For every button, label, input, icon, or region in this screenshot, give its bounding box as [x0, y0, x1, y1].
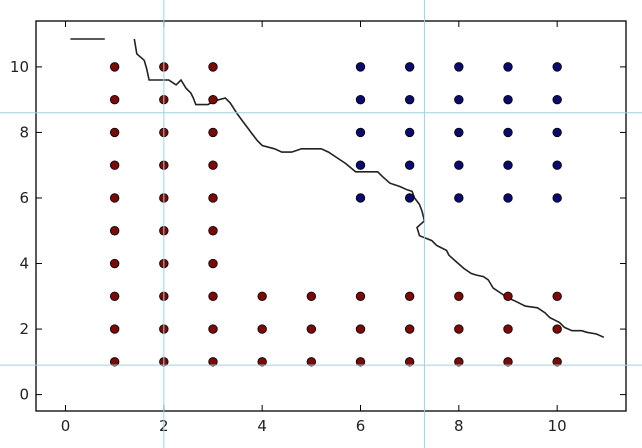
blue-point — [454, 62, 464, 72]
red-point — [109, 291, 120, 301]
x-tick-label: 10 — [548, 417, 567, 435]
blue-point — [454, 127, 464, 138]
blue-point — [355, 160, 366, 170]
red-point — [454, 357, 464, 367]
blue-point — [454, 94, 464, 105]
y-tick-label: 4 — [19, 255, 29, 273]
x-tick-label: 0 — [61, 417, 71, 435]
red-point — [208, 357, 218, 367]
red-point — [109, 258, 120, 269]
red-point — [257, 291, 267, 301]
blue-point — [503, 160, 513, 170]
y-tick-label: 2 — [19, 320, 29, 338]
red-point — [208, 291, 218, 301]
x-tick-label: 8 — [454, 417, 464, 435]
red-point — [552, 291, 562, 301]
red-point — [109, 193, 120, 203]
red-point — [306, 324, 317, 334]
red-point — [208, 94, 218, 105]
red-point — [355, 291, 366, 301]
red-point — [503, 324, 513, 334]
red-point — [306, 291, 317, 301]
blue-point — [404, 62, 415, 72]
blue-point — [355, 193, 366, 203]
red-point — [404, 357, 415, 367]
red-point — [109, 357, 120, 367]
red-point — [208, 324, 218, 334]
red-point — [109, 62, 120, 72]
blue-point — [404, 94, 415, 105]
blue-point — [552, 62, 562, 72]
red-point — [109, 324, 120, 334]
red-point — [454, 324, 464, 334]
red-point — [404, 324, 415, 334]
red-point — [109, 127, 120, 138]
y-tick-label: 6 — [19, 189, 29, 207]
red-point — [355, 324, 366, 334]
red-point — [109, 94, 120, 105]
x-tick-label: 4 — [257, 417, 267, 435]
blue-point — [454, 193, 464, 203]
blue-point — [552, 127, 562, 138]
blue-point — [404, 193, 415, 203]
y-tick-label: 10 — [10, 58, 29, 76]
red-point — [109, 160, 120, 170]
red-point — [208, 258, 218, 269]
blue-point — [503, 193, 513, 203]
red-point — [503, 291, 513, 301]
plot-frame — [35, 20, 627, 412]
red-point — [208, 160, 218, 170]
red-point — [306, 357, 317, 367]
red-point — [454, 291, 464, 301]
red-point — [257, 357, 267, 367]
red-point — [552, 324, 562, 334]
red-point — [208, 193, 218, 203]
blue-point — [503, 94, 513, 105]
red-point — [503, 357, 513, 367]
red-point — [552, 357, 562, 367]
blue-point — [552, 94, 562, 105]
blue-point — [552, 160, 562, 170]
blue-point — [454, 160, 464, 170]
red-point — [208, 127, 218, 138]
blue-point — [503, 62, 513, 72]
blue-point — [355, 94, 366, 105]
blue-point — [355, 127, 366, 138]
red-point — [257, 324, 267, 334]
blue-point — [503, 127, 513, 138]
blue-point — [404, 160, 415, 170]
blue-point — [355, 62, 366, 72]
y-tick-label: 0 — [19, 386, 29, 404]
red-point — [208, 226, 218, 236]
x-tick-label: 6 — [356, 417, 366, 435]
blue-point — [552, 193, 562, 203]
red-point — [109, 226, 120, 236]
y-tick-label: 8 — [19, 123, 29, 141]
blue-point — [404, 127, 415, 138]
red-point — [208, 62, 218, 72]
red-point — [404, 291, 415, 301]
red-point — [355, 357, 366, 367]
decision-boundary-segment — [133, 38, 605, 339]
